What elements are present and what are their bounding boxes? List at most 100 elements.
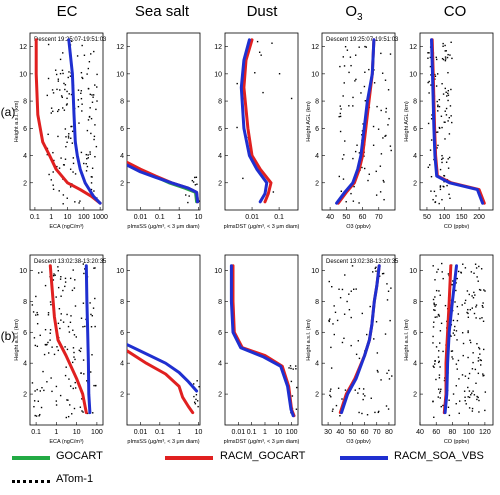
panel-0-4-atom-point [427,81,429,84]
panel-1-0-atom-point [52,279,55,281]
panel-1-4-atom-point [476,398,478,401]
panel-0-3-atom-point [362,123,364,125]
panel-0-1-atom-point [185,194,187,196]
panel-0-4-atom-point [441,158,443,161]
panel-0-0-atom-point [80,90,83,92]
panel-1-4-atom-point [464,267,467,269]
panel-0-0-line-racm-soa-vbs [67,38,102,205]
panel-0-2-ytick-label: 8 [218,99,222,106]
panel-0-3-atom-point [345,201,347,203]
panel-1-4-atom-point [438,315,441,317]
panel-1-4-atom-point [467,356,469,359]
panel-1-4-ytick-label: 8 [413,299,417,306]
panel-0-3-annotation: Descent 19:25:07-19:51:03 [326,37,399,43]
panel-0-0-atom-point [46,94,48,97]
panel-1-3-atom-point [337,387,340,389]
panel-0-4-atom-point [447,53,449,56]
panel-1-4-atom-point [439,390,442,393]
panel-0-0-xtick-label: 1000 [92,214,108,221]
panel-1-4-atom-point [457,313,460,315]
panel-1-0-atom-point [75,336,77,338]
panel-0-0-atom-point [76,55,79,57]
panel-0-3-atom-point [373,82,376,84]
panel-1-3-atom-point [334,311,337,314]
panel-0-1-atom-point [196,183,198,185]
panel-0-2-atom-point [256,40,259,43]
panel-1-0-atom-point [78,349,81,352]
panel-1-1-atom-point [198,386,200,388]
panel-1-0-atom-point [86,380,88,382]
panel-0-0-atom-point [77,105,80,108]
panel-0-0-ytick-label: 4 [23,153,27,160]
panel-1-1-atom-point [195,398,197,401]
panel-1-3-xtick-label: 50 [349,429,357,436]
panel-0-0-atom-point [90,117,93,120]
panel-1-4-atom-point [475,304,478,306]
panel-1-3-atom-point [375,266,377,268]
panel-0-0-atom-point [57,78,60,80]
panel-1-2-xtick-label: 0.1 [247,429,257,436]
panel-0-0-atom-point [64,158,67,160]
panel-1-4-ytick-label: 6 [413,330,417,337]
panel-1-2-ytick-label: 2 [218,392,222,399]
panel-1-3-atom-point [364,395,366,397]
panel-0-0-atom-point [70,137,72,139]
panel-0-0-atom-point [81,44,83,47]
panel-1-4-atom-point [443,379,446,382]
panel-1-0-atom-point [34,390,36,392]
panel-0-0-atom-point [72,162,75,165]
panel-1-1-ytick-label: 8 [120,299,124,306]
panel-0-0-atom-point [87,157,89,159]
panel-1-3-atom-point [390,287,392,289]
panel-1-2-atom-point [295,365,297,367]
panel-1-4-atom-point [448,399,450,401]
panel-1-4-atom-point [479,359,481,361]
panel-1-1-frame [126,254,201,426]
panel-0-4-atom-point [434,201,437,203]
panel-0-4-atom-point [441,161,443,164]
panel-0-3-atom-point [367,179,369,182]
panel-1-0-atom-point [92,412,94,414]
panel-1-1-atom-point [194,403,197,405]
panel-1-0-atom-point [67,399,69,401]
panel-0-0-atom-point [83,162,85,165]
panel-1-3-atom-point [348,308,351,311]
panel-0-4-ytick-label: 8 [413,99,417,106]
panel-1-4-atom-point [442,277,444,280]
panel-1-4-atom-point [472,361,474,364]
panel-1-4-atom-point [438,290,440,292]
panel-1-0-atom-point [40,406,43,409]
panel-0-3-ytick-label: 10 [311,71,319,78]
panel-1-4-atom-point [456,305,459,308]
panel-0-4-atom-point [440,115,443,117]
panel-0-0-atom-point [65,104,68,106]
panel-1-0-atom-point [64,374,67,377]
panel-1-0-atom-point [73,351,75,354]
panel-1-4-xtick-label: 40 [416,429,424,436]
panel-1-0-atom-point [50,303,52,306]
panel-1-1-line-racm-gocart [127,349,195,415]
panel-0-2-atom-point [254,72,256,74]
panel-0-4-line-racm-soa-vbs [430,38,485,205]
panel-1-0-atom-point [47,352,50,354]
panel-1-4-atom-point [472,390,474,392]
panel-1-3-atom-point [388,378,391,380]
panel-1-0-atom-point [60,319,62,321]
panel-1-4-atom-point [469,339,471,342]
panel-1-4-atom-point [464,396,466,398]
panel-0-0-atom-point [90,188,93,191]
panel-1-2-atom-point [289,365,292,367]
panel-0-0-atom-point [51,89,54,91]
panel-0-0-atom-point [52,151,54,154]
panel-0-0-atom-point [59,72,62,75]
panel-0-0-atom-point [58,167,61,169]
panel-1-0-atom-point [83,373,85,375]
panel-1-0-atom-point [50,377,52,379]
panel-0-4-atom-point [434,75,437,77]
panel-1-4-atom-point [465,403,467,405]
panel-1-4-atom-point [475,306,477,308]
panel-1-4-atom-point [452,393,455,395]
panel-1-4-atom-point [468,407,471,409]
panel-0-4-ytick-label: 6 [413,126,417,133]
panel-0-3-atom-point [339,105,342,107]
